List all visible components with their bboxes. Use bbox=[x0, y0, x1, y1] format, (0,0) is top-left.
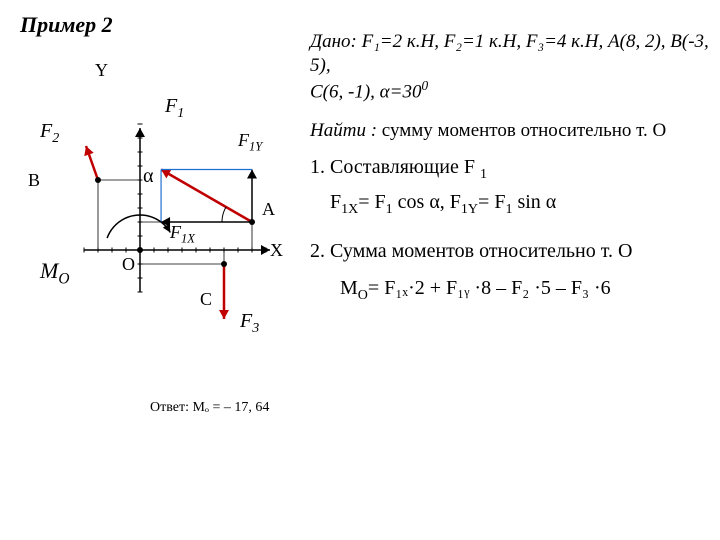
label-F1: F1 bbox=[165, 95, 184, 122]
label-F1Y: F1Y bbox=[238, 130, 262, 155]
label-F1X: F1X bbox=[170, 222, 195, 247]
formula-moment: MO= F₁ₓ·2 + F₁ᵧ ·8 – F₂ ·5 – F₃ ·6 bbox=[340, 277, 710, 304]
label-F2: F2 bbox=[40, 120, 59, 147]
formula-components: F1X= F1 cos α, F1Y= F1 sin α bbox=[330, 191, 710, 218]
given-line1: Дано: F₁=2 к.Н, F₂=1 к.Н, F₃=4 к.Н, A(8,… bbox=[310, 30, 710, 78]
given-line2: C(6, -1), α=300 bbox=[310, 78, 710, 104]
find-line: Найти : сумму моментов относительно т. О bbox=[310, 120, 710, 142]
text-panel: Дано: F₁=2 к.Н, F₂=1 к.Н, F₃=4 к.Н, A(8,… bbox=[310, 30, 710, 304]
step1: 1. Составляющие F 1 bbox=[310, 156, 710, 183]
label-MO: MO bbox=[40, 258, 69, 288]
label-X: X bbox=[270, 240, 283, 261]
step2: 2. Сумма моментов относительно т. О bbox=[310, 240, 710, 263]
label-C: C bbox=[200, 289, 212, 310]
label-B: B bbox=[28, 170, 40, 191]
label-O: O bbox=[122, 254, 135, 275]
label-A: A bbox=[262, 199, 275, 220]
label-F3: F3 bbox=[240, 310, 259, 337]
label-alpha: α bbox=[143, 165, 153, 188]
label-Y: Y bbox=[95, 60, 108, 81]
answer-text: Ответ: Mₒ = – 17, 64 bbox=[150, 400, 269, 416]
example-title: Пример 2 bbox=[20, 12, 113, 38]
